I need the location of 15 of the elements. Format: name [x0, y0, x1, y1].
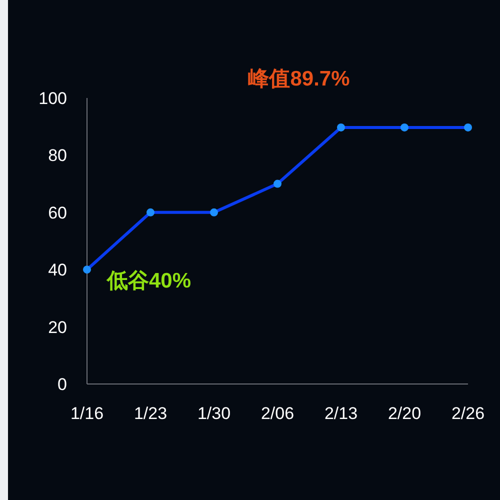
x-tick-label: 2/20 — [388, 404, 422, 423]
y-tick-label: 0 — [58, 375, 67, 394]
x-tick-label: 2/26 — [451, 404, 485, 423]
x-tick-label: 1/16 — [70, 404, 104, 423]
annotation: 峰值89.7% — [248, 67, 350, 90]
annotation: 低谷40% — [106, 270, 192, 293]
y-tick-label: 40 — [48, 260, 67, 280]
x-tick-label: 1/30 — [197, 404, 231, 423]
x-tick-label: 2/06 — [260, 404, 294, 423]
y-tick-label: 80 — [48, 146, 67, 166]
y-tick-label: 20 — [48, 318, 67, 337]
x-tick-label: 1/23 — [134, 404, 168, 423]
y-tick-label: 60 — [48, 203, 67, 222]
x-tick-label: 2/13 — [324, 404, 358, 423]
y-tick-label: 100 — [38, 89, 67, 108]
